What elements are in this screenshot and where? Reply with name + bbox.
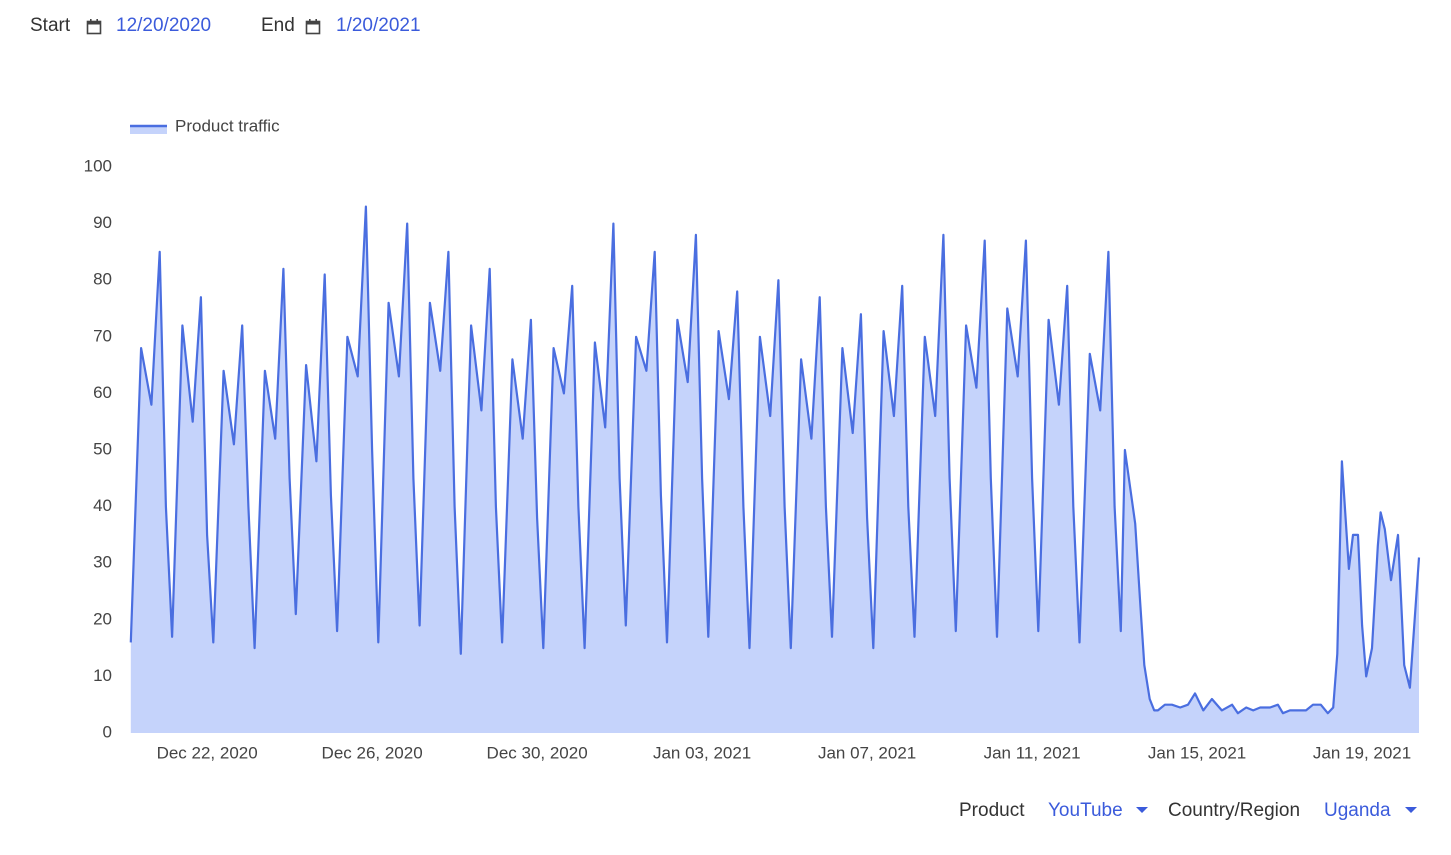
legend-swatch xyxy=(130,125,167,134)
x-tick-label: Dec 22, 2020 xyxy=(157,743,258,762)
end-label: End xyxy=(261,15,295,36)
y-tick-label: 50 xyxy=(93,439,112,458)
x-tick-label: Jan 07, 2021 xyxy=(818,743,916,762)
region-select[interactable]: Uganda xyxy=(1324,800,1391,821)
chart: 0 10 20 30 40 50 60 70 80 90 100 Dec 22, 2020 Dec 26… xyxy=(84,116,1421,762)
dropdown-arrow[interactable] xyxy=(1136,806,1148,814)
end-date[interactable]: 1/20/2021 xyxy=(336,15,421,36)
y-tick-label: 100 xyxy=(84,156,112,175)
y-tick-label: 30 xyxy=(93,553,112,572)
y-tick-label: 60 xyxy=(93,383,112,402)
start-label: Start xyxy=(30,15,71,36)
x-tick-label: Dec 26, 2020 xyxy=(322,743,423,762)
legend-label: Product traffic xyxy=(175,116,280,135)
y-tick-label: 80 xyxy=(93,270,112,289)
calendar-icon[interactable] xyxy=(86,18,102,35)
x-tick-label: Jan 15, 2021 xyxy=(1148,743,1246,762)
y-tick-label: 10 xyxy=(93,666,112,685)
traffic-line xyxy=(129,205,1421,715)
y-tick-label: 20 xyxy=(93,609,112,628)
product-label: Product xyxy=(959,800,1025,821)
area-fill xyxy=(130,206,1419,734)
calendar-icon[interactable] xyxy=(305,18,321,35)
y-tick-label: 0 xyxy=(103,722,112,741)
product-select[interactable]: YouTube xyxy=(1048,800,1123,821)
x-tick-label: Jan 03, 2021 xyxy=(653,743,751,762)
region-label: Country/Region xyxy=(1168,800,1301,821)
x-tick-label: Jan 11, 2021 xyxy=(984,743,1081,762)
y-tick-label: 70 xyxy=(93,326,112,345)
dropdown-arrow[interactable] xyxy=(1405,806,1417,814)
y-tick-label: 90 xyxy=(93,213,112,232)
start-date[interactable]: 12/20/2020 xyxy=(116,15,212,36)
x-tick-label: Dec 30, 2020 xyxy=(487,743,588,762)
x-tick-label: Jan 19, 2021 xyxy=(1313,743,1411,762)
y-tick-label: 40 xyxy=(93,496,112,515)
